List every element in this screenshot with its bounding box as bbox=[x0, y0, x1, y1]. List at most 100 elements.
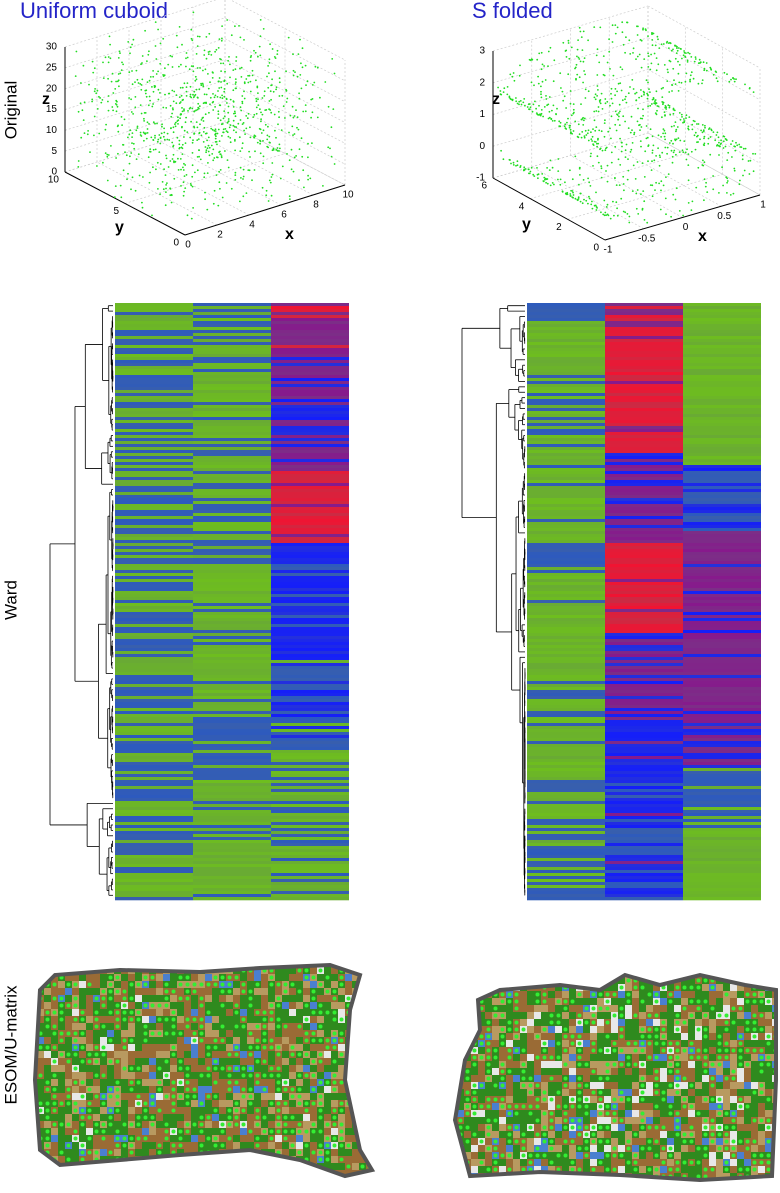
scatter-point bbox=[569, 195, 571, 197]
bestmatch bbox=[361, 1074, 365, 1078]
bestmatch bbox=[32, 1011, 36, 1015]
scatter-point bbox=[155, 45, 157, 47]
bestmatch bbox=[214, 1067, 218, 1071]
umatrix-cell bbox=[107, 1044, 114, 1051]
row-label: ESOM/U-matrix bbox=[1, 985, 20, 1105]
scatter-point bbox=[726, 192, 728, 194]
heatmap-stripe bbox=[527, 618, 605, 621]
scatter-point bbox=[92, 72, 94, 74]
scatter-point bbox=[651, 184, 653, 186]
scatter-point bbox=[117, 106, 119, 108]
heatmap-stripe bbox=[271, 609, 349, 612]
heatmap-stripe bbox=[527, 393, 605, 396]
scatter-point bbox=[611, 98, 613, 100]
bestmatch bbox=[319, 983, 323, 987]
scatter-point bbox=[529, 59, 531, 61]
heatmap-stripe bbox=[271, 852, 349, 855]
heatmap-stripe bbox=[115, 795, 193, 798]
heatmap-stripe bbox=[683, 561, 761, 564]
umatrix-cell bbox=[44, 1051, 51, 1058]
heatmap-stripe bbox=[271, 720, 349, 723]
scatter-point bbox=[580, 103, 582, 105]
scatter-point bbox=[222, 63, 224, 65]
heatmap-stripe bbox=[271, 378, 349, 381]
heatmap-stripe bbox=[527, 432, 605, 435]
umatrix-cell bbox=[317, 995, 324, 1002]
umatrix-cell bbox=[177, 1016, 184, 1023]
heatmap-stripe bbox=[605, 531, 683, 534]
heatmap-stripe bbox=[115, 474, 193, 477]
scatter-point bbox=[694, 61, 696, 63]
scatter-point bbox=[141, 202, 143, 204]
scatter-point bbox=[221, 25, 223, 27]
bestmatch bbox=[256, 1074, 260, 1078]
heatmap-stripe bbox=[193, 375, 271, 378]
scatter-point bbox=[681, 82, 683, 84]
scatter-point bbox=[179, 102, 181, 104]
heatmap-stripe bbox=[271, 813, 349, 816]
bestmatch bbox=[221, 1067, 225, 1071]
scatter-point bbox=[656, 57, 658, 59]
heatmap-stripe bbox=[271, 597, 349, 600]
scatter-point bbox=[686, 114, 688, 116]
scatter-point bbox=[237, 123, 239, 125]
scatter-point bbox=[296, 127, 298, 129]
scatter-point bbox=[136, 70, 138, 72]
bestmatch bbox=[312, 990, 316, 994]
heatmap-stripe bbox=[271, 645, 349, 648]
scatter-point bbox=[574, 121, 576, 123]
heatmap-stripe bbox=[527, 654, 605, 657]
umatrix-cell bbox=[86, 1072, 93, 1079]
heatmap-stripe bbox=[605, 729, 683, 732]
heatmap-stripe bbox=[527, 441, 605, 444]
bestmatch bbox=[375, 1018, 379, 1022]
scatter-point bbox=[687, 52, 689, 54]
heatmap-stripe bbox=[193, 597, 271, 600]
umatrix-cell bbox=[219, 1072, 226, 1079]
heatmap-stripe bbox=[605, 405, 683, 408]
scatter-point bbox=[228, 118, 230, 120]
scatter-point bbox=[663, 185, 665, 187]
bestmatch bbox=[368, 1004, 372, 1008]
scatter-point bbox=[592, 128, 594, 130]
heatmap-stripe bbox=[193, 438, 271, 441]
umatrix-cell bbox=[317, 974, 324, 981]
scatter-point bbox=[102, 62, 104, 64]
scatter-point bbox=[277, 147, 279, 149]
heatmap-stripe bbox=[115, 666, 193, 669]
scatter-point bbox=[204, 198, 206, 200]
scatter-point bbox=[685, 117, 687, 119]
heatmap-stripe bbox=[271, 516, 349, 519]
scatter-point bbox=[310, 99, 312, 101]
scatter-point bbox=[599, 27, 601, 29]
scatter-point bbox=[682, 122, 684, 124]
heatmap-stripe bbox=[115, 765, 193, 768]
bestmatch bbox=[186, 1067, 190, 1071]
heatmap-stripe bbox=[605, 555, 683, 558]
scatter-point bbox=[704, 178, 706, 180]
heatmap-stripe bbox=[271, 894, 349, 897]
scatter-point bbox=[218, 151, 220, 153]
scatter-point bbox=[208, 53, 210, 55]
umatrix-cell bbox=[114, 1051, 121, 1058]
umatrix-cell bbox=[184, 1058, 191, 1065]
scatter-point bbox=[643, 94, 645, 96]
heatmap-stripe bbox=[527, 477, 605, 480]
heatmap-stripe bbox=[193, 654, 271, 657]
umatrix-cell bbox=[149, 1009, 156, 1016]
heatmap-stripe bbox=[683, 657, 761, 660]
umatrix-cell bbox=[100, 1009, 107, 1016]
heatmap-stripe bbox=[527, 444, 605, 447]
umatrix-cell bbox=[366, 1037, 373, 1044]
scatter-point bbox=[679, 64, 681, 66]
scatter-point bbox=[193, 71, 195, 73]
heatmap-stripe bbox=[527, 717, 605, 720]
bestmatch bbox=[144, 976, 148, 980]
heatmap-stripe bbox=[527, 624, 605, 627]
scatter-point bbox=[683, 54, 685, 56]
umatrix-cell bbox=[177, 1023, 184, 1030]
bestmatch bbox=[200, 1025, 204, 1029]
heatmap-stripe bbox=[527, 531, 605, 534]
umatrix-cell bbox=[121, 1030, 128, 1037]
scatter-point bbox=[263, 28, 265, 30]
